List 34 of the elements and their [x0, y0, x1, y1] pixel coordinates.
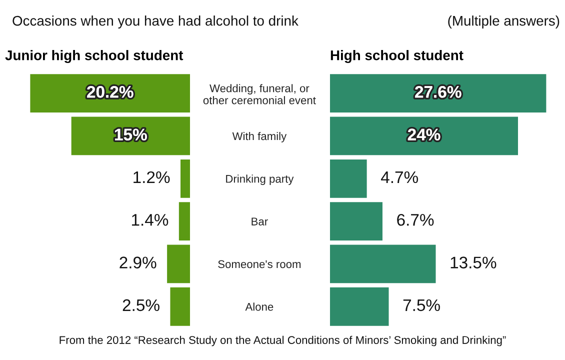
bar: [330, 202, 382, 241]
data-label: 13.5%: [450, 256, 496, 268]
y-tick-label: Drinking party: [226, 174, 294, 185]
bar: [330, 287, 389, 326]
text: Occasions when you have had alcohol to drink: [12, 16, 298, 28]
bar: [178, 202, 190, 241]
bar: [330, 244, 436, 284]
data-label: 1.4%: [132, 214, 168, 226]
chart-title: Junior high school student: [5, 50, 184, 64]
bar: [30, 74, 190, 113]
bar: [180, 159, 190, 198]
bar: [330, 159, 367, 198]
y-tick-label: Bar: [252, 218, 268, 226]
data-label: 6.7%: [397, 214, 434, 226]
y-tick-label: Wedding, funeral, or other ceremonial event: [203, 84, 316, 104]
bar: [167, 244, 190, 284]
data-label: 1.2%: [134, 171, 170, 184]
data-label: 2.5%: [122, 299, 160, 312]
y-tick-label: Someone's room: [218, 260, 301, 268]
chart-title: High school student: [330, 50, 464, 64]
data-label: 24%: [408, 128, 440, 140]
y-tick-label: Alone: [245, 302, 274, 311]
data-label: 27.6%: [415, 86, 462, 98]
data-label: 4.7%: [381, 171, 418, 184]
bar: [330, 74, 546, 113]
data-label: 2.9%: [120, 256, 156, 268]
data-label: 7.5%: [403, 299, 440, 312]
data-label: 20.2%: [87, 86, 134, 98]
text: From the 2012 “Research Study on the Actual Conditions of Minors’ Smoking and Drinking”: [60, 336, 506, 346]
bar: [170, 287, 190, 326]
text: (Multiple answers): [448, 16, 560, 28]
y-tick-label: With family: [232, 132, 287, 142]
bar: [330, 116, 518, 156]
data-label: 15%: [115, 128, 147, 140]
